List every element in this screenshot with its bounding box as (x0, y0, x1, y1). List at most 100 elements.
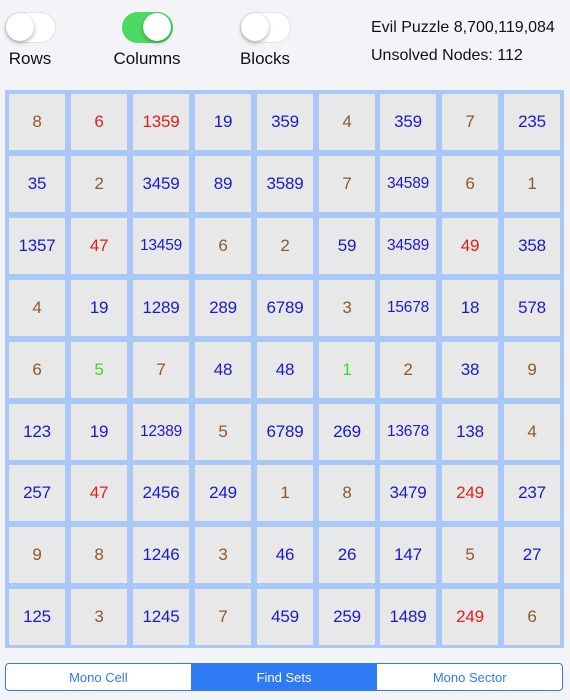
cell-r1-c3[interactable]: 1359 (133, 94, 189, 150)
cell-r5-c9[interactable]: 9 (504, 342, 560, 398)
cell-r4-c7[interactable]: 15678 (380, 280, 436, 336)
cell-r4-c4[interactable]: 289 (195, 280, 251, 336)
cell-r1-c8[interactable]: 7 (442, 94, 498, 150)
rows-toggle-group: Rows (0, 12, 70, 69)
cell-r6-c6[interactable]: 269 (319, 404, 375, 460)
cell-r8-c1[interactable]: 9 (9, 527, 65, 583)
cell-r5-c3[interactable]: 7 (133, 342, 189, 398)
columns-toggle-label: Columns (113, 49, 181, 68)
cell-r4-c1[interactable]: 4 (9, 280, 65, 336)
cell-r9-c8[interactable]: 249 (442, 589, 498, 645)
cell-r7-c4[interactable]: 249 (195, 465, 251, 521)
cell-r4-c2[interactable]: 19 (71, 280, 127, 336)
cell-r9-c3[interactable]: 1245 (133, 589, 189, 645)
cell-r1-c1[interactable]: 8 (9, 94, 65, 150)
cell-r6-c7[interactable]: 13678 (380, 404, 436, 460)
cell-r9-c7[interactable]: 1489 (380, 589, 436, 645)
toggle-knob (240, 13, 269, 41)
cell-r2-c9[interactable]: 1 (504, 156, 560, 212)
cell-r4-c9[interactable]: 578 (504, 280, 560, 336)
cell-r3-c3[interactable]: 13459 (133, 218, 189, 274)
cell-r5-c5[interactable]: 48 (257, 342, 313, 398)
cell-r6-c4[interactable]: 5 (195, 404, 251, 460)
rows-toggle-label: Rows (8, 49, 52, 68)
cell-r6-c5[interactable]: 6789 (257, 404, 313, 460)
cell-r8-c9[interactable]: 27 (504, 527, 560, 583)
cell-r7-c5[interactable]: 1 (257, 465, 313, 521)
cell-r2-c2[interactable]: 2 (71, 156, 127, 212)
tab-mono-sector[interactable]: Mono Sector (376, 664, 562, 690)
cell-r3-c4[interactable]: 6 (195, 218, 251, 274)
cell-r5-c8[interactable]: 38 (442, 342, 498, 398)
cell-r4-c6[interactable]: 3 (319, 280, 375, 336)
cell-r5-c7[interactable]: 2 (380, 342, 436, 398)
rows-toggle[interactable] (4, 12, 56, 43)
cell-r3-c7[interactable]: 34589 (380, 218, 436, 274)
tab-find-sets[interactable]: Find Sets (190, 664, 377, 690)
cell-r5-c1[interactable]: 6 (9, 342, 65, 398)
toggle-knob (142, 13, 171, 41)
cell-r2-c5[interactable]: 3589 (257, 156, 313, 212)
cell-r2-c1[interactable]: 35 (9, 156, 65, 212)
cell-r6-c3[interactable]: 12389 (133, 404, 189, 460)
blocks-toggle-label: Blocks (239, 49, 291, 68)
cell-r3-c2[interactable]: 47 (71, 218, 127, 274)
strategy-tabbar: Mono Cell Find Sets Mono Sector (5, 663, 563, 691)
cell-r6-c8[interactable]: 138 (442, 404, 498, 460)
columns-toggle-group: Columns (107, 12, 187, 69)
cell-r8-c3[interactable]: 1246 (133, 527, 189, 583)
tab-mono-cell[interactable]: Mono Cell (69, 669, 128, 685)
cell-r7-c2[interactable]: 47 (71, 465, 127, 521)
cell-r2-c4[interactable]: 89 (195, 156, 251, 212)
cell-r8-c8[interactable]: 5 (442, 527, 498, 583)
cell-r9-c9[interactable]: 6 (504, 589, 560, 645)
blocks-toggle[interactable] (239, 12, 291, 43)
sudoku-board: 8 6 1359 19 359 4 359 7 235 35 2 3459 89 3589 7 34589 6 1… (5, 90, 564, 648)
unsolved-nodes: Unsolved Nodes: 112 (371, 47, 523, 64)
cell-r4-c3[interactable]: 1289 (133, 280, 189, 336)
cell-r9-c1[interactable]: 125 (9, 589, 65, 645)
cell-r3-c9[interactable]: 358 (504, 218, 560, 274)
cell-r2-c3[interactable]: 3459 (133, 156, 189, 212)
cell-r1-c5[interactable]: 359 (257, 94, 313, 150)
cell-r8-c4[interactable]: 3 (195, 527, 251, 583)
cell-r1-c2[interactable]: 6 (71, 94, 127, 150)
cell-r5-c6[interactable]: 1 (319, 342, 375, 398)
cell-r9-c2[interactable]: 3 (71, 589, 127, 645)
cell-r2-c7[interactable]: 34589 (380, 156, 436, 212)
blocks-toggle-group: Blocks (225, 12, 305, 69)
cell-r1-c9[interactable]: 235 (504, 94, 560, 150)
cell-r9-c4[interactable]: 7 (195, 589, 251, 645)
cell-r6-c2[interactable]: 19 (71, 404, 127, 460)
cell-r8-c7[interactable]: 147 (380, 527, 436, 583)
cell-r7-c8[interactable]: 249 (442, 465, 498, 521)
cell-r4-c8[interactable]: 18 (442, 280, 498, 336)
cell-r9-c5[interactable]: 459 (257, 589, 313, 645)
cell-r7-c6[interactable]: 8 (319, 465, 375, 521)
cell-r1-c6[interactable]: 4 (319, 94, 375, 150)
cell-r3-c6[interactable]: 59 (319, 218, 375, 274)
cell-r7-c7[interactable]: 3479 (380, 465, 436, 521)
cell-r8-c6[interactable]: 26 (319, 527, 375, 583)
cell-r5-c4[interactable]: 48 (195, 342, 251, 398)
puzzle-title: Evil Puzzle 8,700,119,084 (371, 19, 555, 36)
cell-r6-c1[interactable]: 123 (9, 404, 65, 460)
cell-r6-c9[interactable]: 4 (504, 404, 560, 460)
cell-r5-c2[interactable]: 5 (71, 342, 127, 398)
cell-r2-c6[interactable]: 7 (319, 156, 375, 212)
cell-r8-c5[interactable]: 46 (257, 527, 313, 583)
columns-toggle[interactable] (121, 12, 173, 43)
cell-r1-c4[interactable]: 19 (195, 94, 251, 150)
cell-r3-c8[interactable]: 49 (442, 218, 498, 274)
cell-r1-c7[interactable]: 359 (380, 94, 436, 150)
cell-r3-c1[interactable]: 1357 (9, 218, 65, 274)
cell-r8-c2[interactable]: 8 (71, 527, 127, 583)
cell-r7-c1[interactable]: 257 (9, 465, 65, 521)
cell-r2-c8[interactable]: 6 (442, 156, 498, 212)
cell-r9-c6[interactable]: 259 (319, 589, 375, 645)
toggle-knob (5, 13, 34, 41)
cell-r4-c5[interactable]: 6789 (257, 280, 313, 336)
cell-r3-c5[interactable]: 2 (257, 218, 313, 274)
cell-r7-c9[interactable]: 237 (504, 465, 560, 521)
cell-r7-c3[interactable]: 2456 (133, 465, 189, 521)
